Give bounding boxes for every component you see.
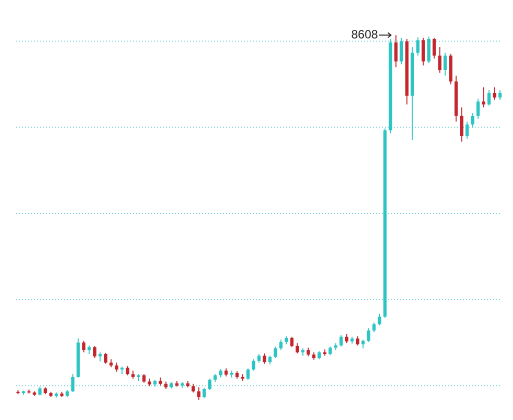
candle-body [27,391,31,393]
candle-body [21,391,26,394]
candle-body [175,383,179,386]
candle-body [169,383,174,388]
candle-body [125,367,130,375]
candle-body [32,392,37,395]
candle-body [470,115,475,125]
candle-body [147,381,152,385]
candle-body [312,354,316,359]
candle-body [136,375,141,377]
candle-body [202,389,206,398]
candle-body [295,345,299,353]
candle-body [377,316,382,325]
candle-body [443,55,447,70]
candle-body [240,376,245,379]
candle-body [76,342,80,377]
candle-body [416,40,420,53]
candle-body [328,347,332,355]
candle-body [487,92,491,105]
candle-body [498,92,502,98]
candle-body [492,92,497,98]
candle-body [334,345,338,348]
candle-body [98,354,102,357]
candle-body [465,124,469,136]
candle-body [208,379,212,390]
candle-body [454,81,458,116]
candle-body [262,355,267,363]
candle-body [65,391,69,396]
candle-body [273,348,278,357]
candle-body [388,42,393,131]
candle-body [449,55,453,82]
candle-body [350,338,354,342]
annotation-arrowhead [387,32,392,38]
candle-body [323,352,327,355]
candle-body [405,41,409,96]
candle-body [191,386,195,392]
candle-body [399,41,404,62]
candle-body [71,376,75,392]
candle-body [301,350,305,353]
candle-body [120,367,124,370]
candle-body [16,391,20,394]
candle-body [153,380,157,385]
candle-body [361,340,365,345]
candle-body [246,369,250,379]
candle-body [114,365,119,370]
candle-body [481,101,486,105]
candle-body [394,42,398,62]
candle-body [235,372,239,377]
candle-body [427,39,431,62]
candle-body [49,393,53,396]
candle-body [317,352,321,359]
candle-body [142,375,146,382]
candle-body [164,383,168,388]
candle-body [284,337,289,342]
candle-body [372,324,376,331]
candle-body [344,336,349,342]
candle-body [38,388,42,395]
candle-body [410,52,415,96]
candle-body [339,336,343,346]
candle-body [224,370,228,375]
candle-body [355,338,360,345]
candle-body [279,341,283,349]
candle-body [180,383,184,386]
annotation: 8608 [351,27,378,41]
candle-body [268,356,272,363]
candle-body [93,347,97,357]
candle-body [213,375,217,380]
candle-body [383,130,387,317]
candle-body [131,374,135,377]
candle-body [290,337,294,346]
candle-body [366,330,371,341]
candle-body [87,347,91,350]
candle-body [103,354,108,363]
candle-body [197,391,201,398]
candle-body [54,393,58,396]
candle-body [257,355,261,361]
candle-body [158,380,163,384]
candle-body [251,360,256,370]
candle-body [82,342,86,350]
candle-body [186,383,190,387]
candle-body [219,370,223,376]
candle-body [432,39,436,56]
candle-body [476,101,480,116]
candle-body [306,350,310,355]
candle-body [229,372,234,375]
candle-body [109,362,113,366]
candle-body [43,388,48,394]
candle-body [460,115,464,136]
candle-body [60,393,64,396]
candle-body [421,40,425,62]
candle-body [438,55,442,70]
